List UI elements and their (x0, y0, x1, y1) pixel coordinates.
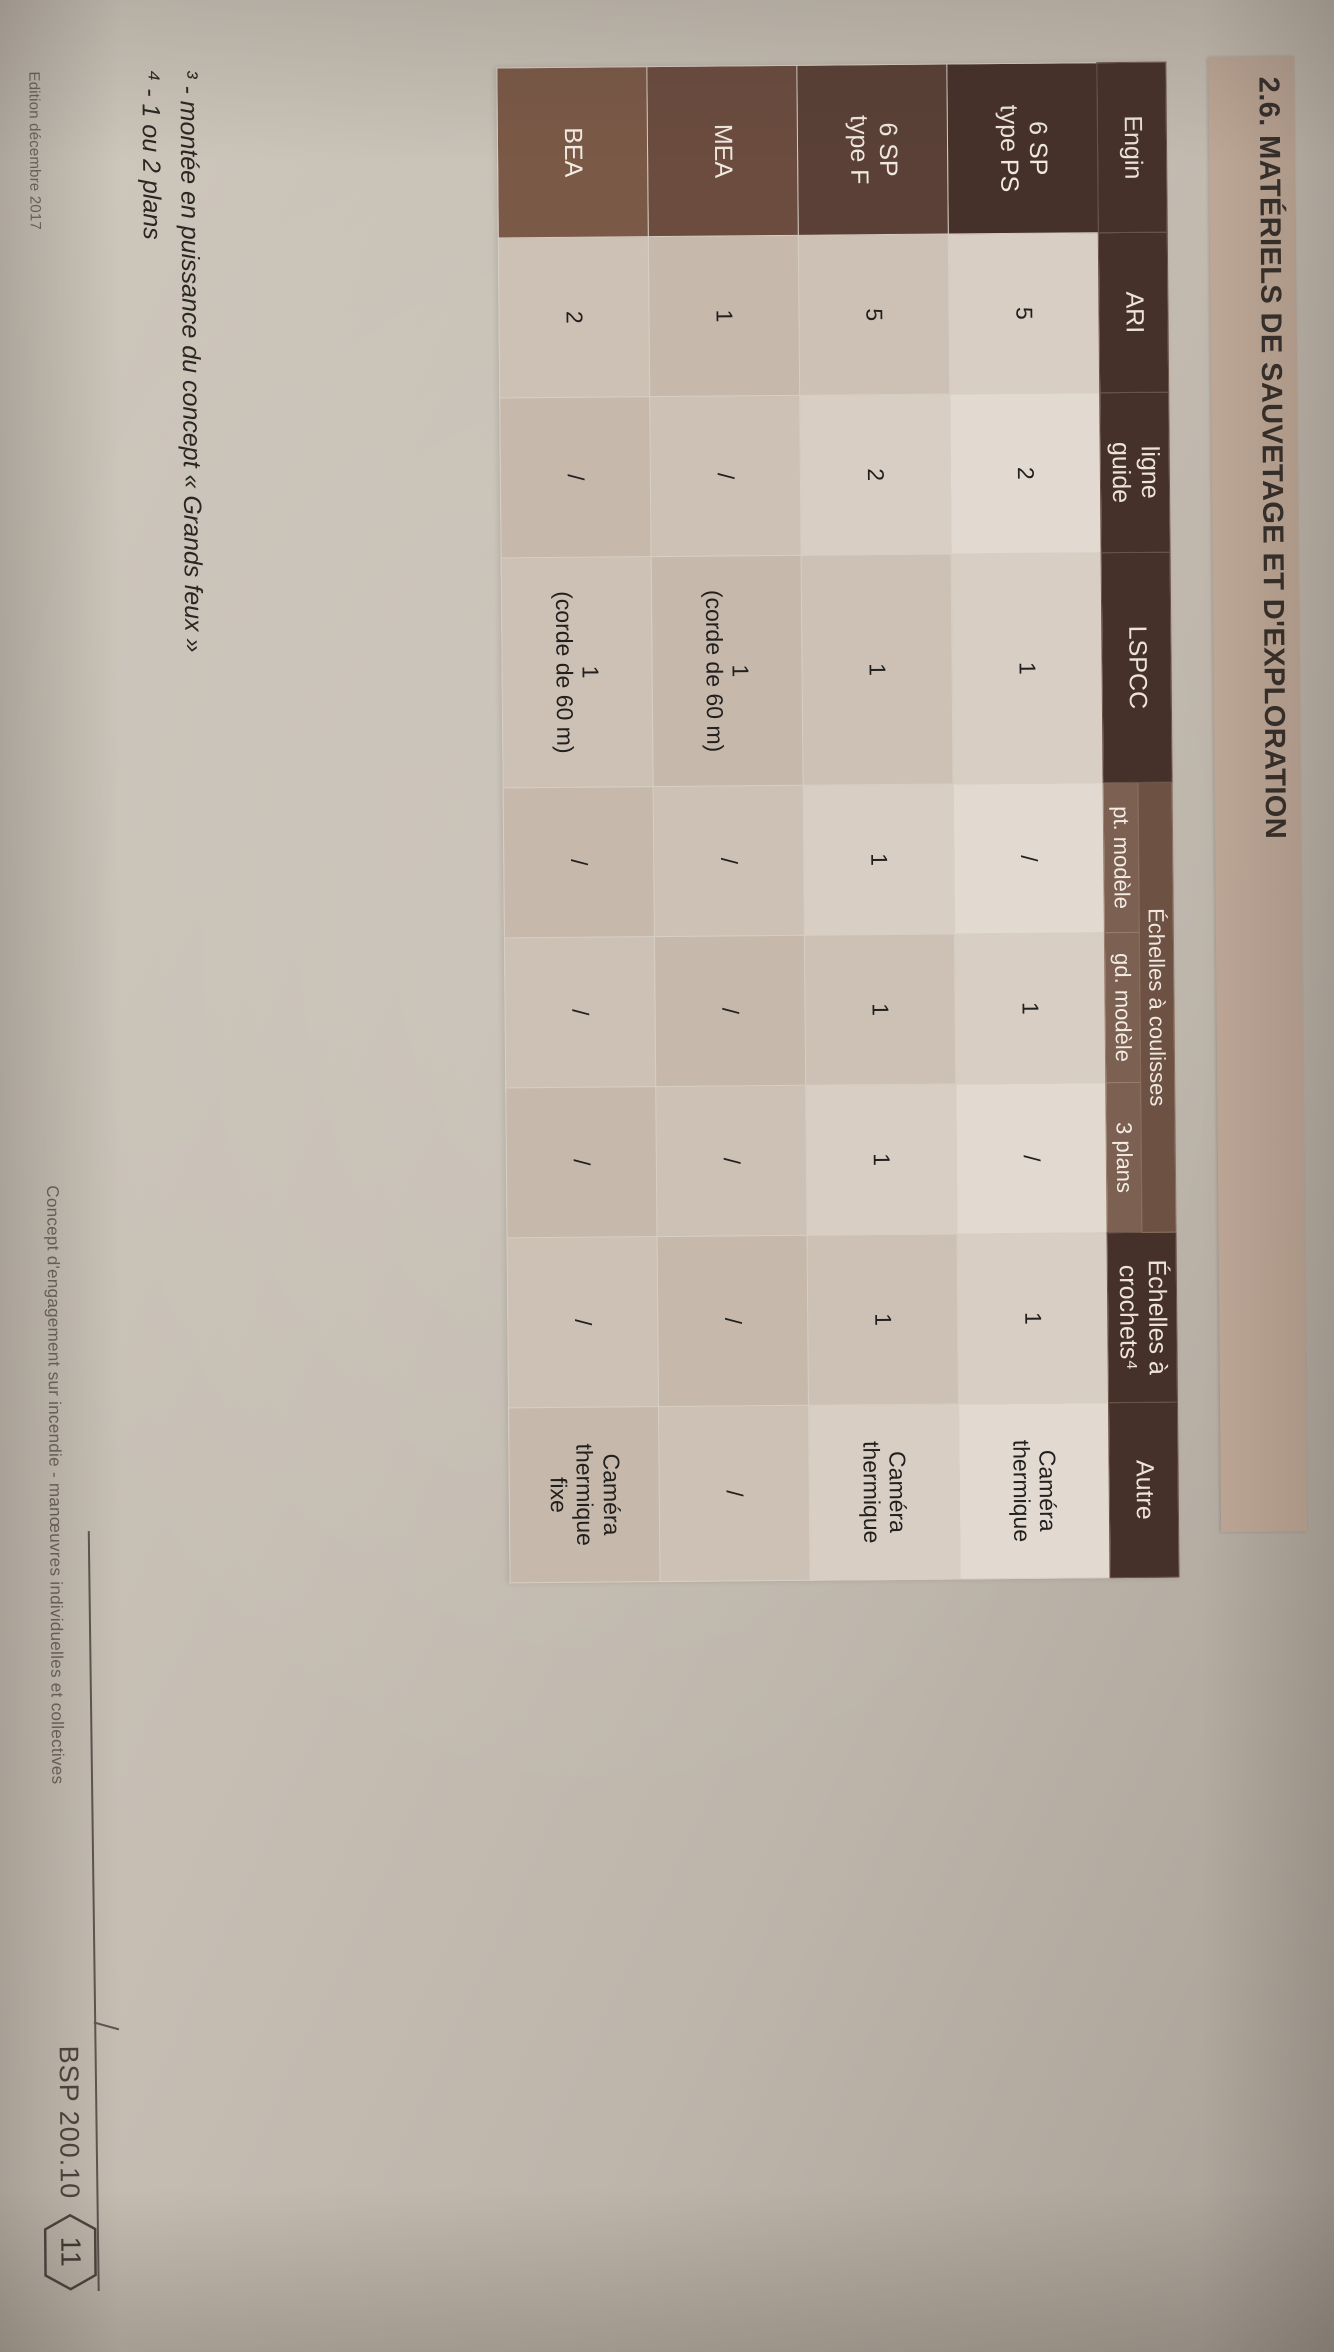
footnote-3: ³ - montée en puissance du concept « Gra… (174, 70, 208, 653)
footer-reference-block: BSP 200.10 11 (42, 2045, 98, 2291)
cell-ari: 2 (498, 236, 651, 398)
cell-ligne-guide: / (500, 396, 652, 558)
cell-pt-modele: / (503, 786, 655, 938)
cell-lspcc: 1 (951, 552, 1104, 784)
cell-3-plans: / (506, 1086, 658, 1238)
footnotes-block: ³ - montée en puissance du concept « Gra… (131, 70, 211, 653)
page-number: 11 (55, 2236, 87, 2268)
cell-engin: 6 SP type PS (947, 62, 1099, 235)
cell-crochets: 1 (957, 1232, 1109, 1404)
cell-lspcc: 1 (corde de 60 m) (651, 555, 804, 787)
cell-3-plans: / (956, 1082, 1108, 1234)
cell-engin: MEA (647, 65, 799, 237)
col-header-ari: ARI (1098, 232, 1169, 393)
cell-autre: Caméra thermique fixe (508, 1406, 661, 1583)
cell-crochets: 1 (807, 1233, 959, 1406)
cell-crochets: / (507, 1236, 659, 1408)
cell-lspcc: 1 (corde de 60 m) (501, 556, 654, 788)
cell-3-plans: 1 (806, 1083, 958, 1236)
cell-autre: / (658, 1405, 811, 1582)
cell-ari: 5 (948, 232, 1101, 394)
col-header-gd-modele: gd. modèle (1104, 932, 1141, 1083)
cell-gd-modele: / (654, 935, 807, 1087)
footer-note: Concept d'engagement sur incendie - manœ… (43, 1185, 68, 1785)
cell-lspcc: 1 (801, 553, 954, 786)
cell-ligne-guide: / (650, 395, 802, 557)
cell-ari: 5 (798, 234, 951, 396)
cell-autre: Caméra thermique (808, 1403, 961, 1581)
cell-3-plans: / (656, 1085, 808, 1237)
cell-crochets: / (657, 1235, 809, 1407)
cell-gd-modele: / (504, 936, 657, 1088)
page-number-badge: 11 (43, 2213, 98, 2291)
col-group-header-echelles-coulisses: Échelles à coulisses (1137, 782, 1177, 1233)
col-header-engin: Engin (1097, 62, 1168, 233)
edition-label: Edition décembre 2017 (25, 71, 44, 231)
bsp-reference: BSP 200.10 (54, 2045, 86, 2200)
equipment-table: Engin ARI ligne guide LSPCC Échelles à c… (497, 62, 1180, 1584)
cell-engin: 6 SP type F (797, 64, 949, 236)
cell-ligne-guide: 2 (950, 392, 1102, 554)
table-row: 6 SP type PS 5 2 1 / 1 / 1 Caméra thermi… (947, 62, 1111, 1579)
footer-tick (93, 2021, 120, 2031)
col-header-3-plans: 3 plans (1106, 1082, 1142, 1233)
col-header-ligne-guide: ligne guide (1100, 392, 1171, 553)
cell-pt-modele: 1 (803, 783, 955, 936)
cell-gd-modele: 1 (804, 933, 957, 1086)
section-title-banner: 2.6. MATÉRIELS DE SAUVETAGE ET D'EXPLORA… (1208, 56, 1308, 1533)
footnote-4: ⁴ - 1 ou 2 plans (136, 70, 167, 240)
col-header-lspcc: LSPCC (1101, 552, 1173, 783)
cell-ligne-guide: 2 (800, 393, 952, 556)
col-header-pt-modele: pt. modèle (1103, 782, 1140, 933)
table-row: BEA 2 / 1 (corde de 60 m) / / / / Caméra… (497, 66, 661, 1583)
cell-pt-modele: / (653, 785, 805, 937)
table-header-row-1: Engin ARI ligne guide LSPCC Échelles à c… (1097, 62, 1180, 1578)
cell-engin: BEA (497, 66, 649, 238)
table-row: 6 SP type F 5 2 1 1 1 1 1 Caméra thermiq… (797, 64, 961, 1581)
cell-autre: Caméra thermique (958, 1402, 1111, 1579)
col-header-echelles-crochets: Échelles à crochets⁴ (1107, 1232, 1178, 1403)
cell-pt-modele: / (953, 782, 1105, 934)
cell-ari: 1 (648, 235, 801, 397)
col-header-autre: Autre (1108, 1402, 1180, 1578)
hexagon-icon (43, 2213, 97, 2291)
table-row: MEA 1 / 1 (corde de 60 m) / / / / / (647, 65, 811, 1582)
cell-gd-modele: 1 (954, 932, 1107, 1084)
